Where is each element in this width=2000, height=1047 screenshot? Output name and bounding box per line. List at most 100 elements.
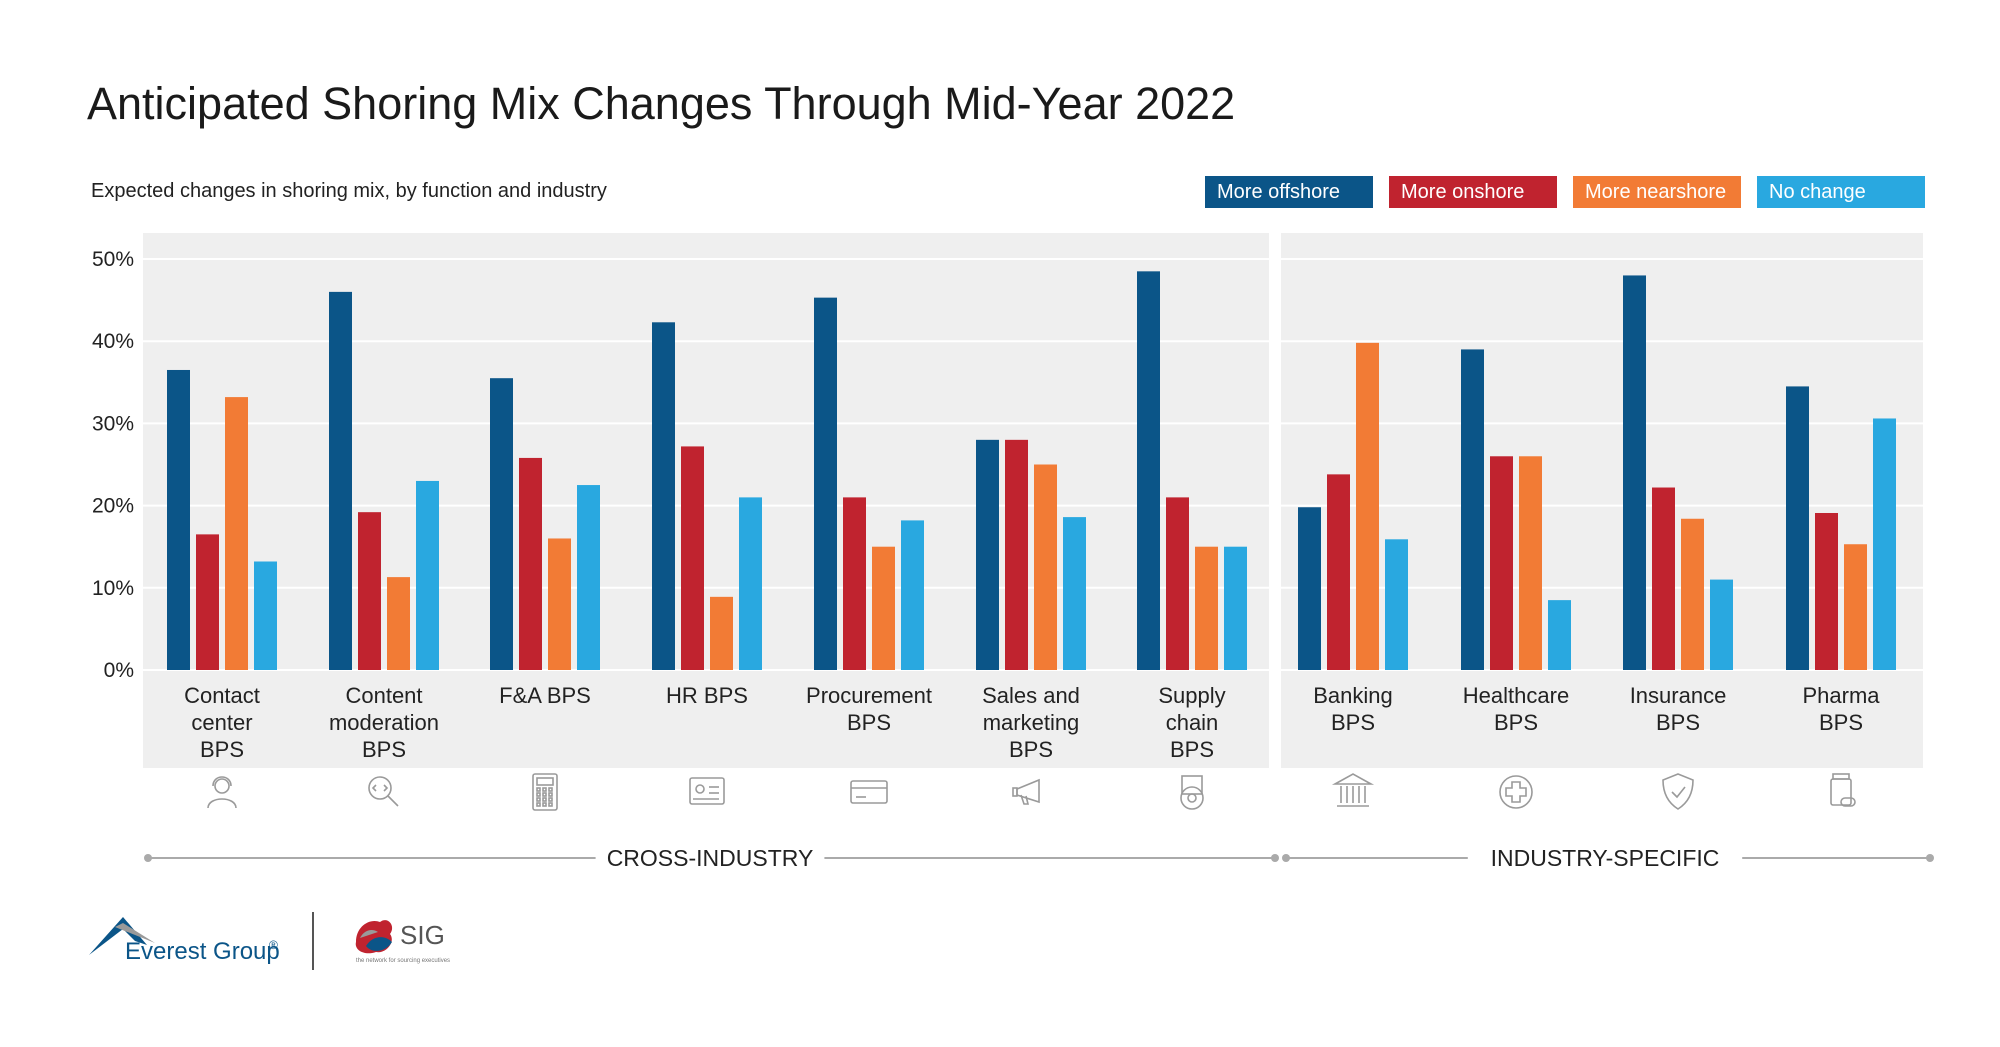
headset-person-icon <box>207 776 237 809</box>
category-label-line: BPS <box>1331 710 1375 735</box>
bar <box>1844 544 1867 670</box>
group-line-dot <box>1282 854 1290 862</box>
bar <box>1166 497 1189 670</box>
bar <box>872 546 895 670</box>
bar <box>1461 349 1484 670</box>
code-magnifier-icon <box>368 776 399 807</box>
category-label-line: Procurement <box>806 683 932 708</box>
y-tick-label: 40% <box>92 330 134 353</box>
bar <box>1195 546 1218 670</box>
category-label-line: Supply <box>1158 683 1225 708</box>
bar <box>814 297 837 670</box>
bar <box>416 480 439 670</box>
category-label: Contact center BPS <box>184 683 260 762</box>
category-label-line: marketing <box>983 710 1080 735</box>
bar <box>225 397 248 670</box>
bar <box>519 457 542 670</box>
bar <box>1786 386 1809 670</box>
y-tick-label: 10% <box>92 577 134 600</box>
logo-divider <box>312 912 314 970</box>
category-label: Pharma BPS <box>1802 683 1880 735</box>
credit-card-icon <box>850 780 888 804</box>
category-label-line: BPS <box>1494 710 1538 735</box>
bar <box>710 596 733 670</box>
category-label-line: BPS <box>1656 710 1700 735</box>
bar <box>976 439 999 670</box>
category-label-line: Insurance <box>1630 683 1727 708</box>
bar <box>167 369 190 670</box>
category-label: Content moderation BPS <box>329 683 439 762</box>
medical-cross-icon <box>1499 775 1533 809</box>
chart-subtitle: Expected changes in shoring mix, by func… <box>91 180 607 202</box>
bar <box>739 497 762 670</box>
bar <box>1034 464 1057 670</box>
category-label: F&A BPS <box>499 683 591 708</box>
group-line-dot <box>144 854 152 862</box>
bar <box>1710 579 1733 670</box>
bar <box>1005 439 1028 670</box>
category-label-line: Content <box>345 683 422 708</box>
bar <box>901 520 924 670</box>
bar <box>548 538 571 670</box>
category-label-line: Pharma <box>1802 683 1880 708</box>
bar <box>387 577 410 670</box>
id-card-icon <box>689 777 725 805</box>
calculator-icon <box>532 773 558 811</box>
legend-item-offshore: More offshore <box>1205 176 1373 208</box>
category-label: Healthcare BPS <box>1463 683 1569 735</box>
bar <box>358 512 381 670</box>
bar <box>577 485 600 670</box>
sig-logo: SIG the network for sourcing executives <box>355 920 450 964</box>
bar <box>652 322 675 670</box>
megaphone-icon <box>1012 778 1040 805</box>
category-label-line: HR BPS <box>666 683 748 708</box>
bar <box>1063 517 1086 670</box>
bar <box>1623 275 1646 670</box>
category-label-line: Contact <box>184 683 260 708</box>
legend: More offshore More onshore More nearshor… <box>1205 176 1925 208</box>
group-line-dot <box>1926 854 1934 862</box>
bar <box>1519 456 1542 670</box>
bar <box>1681 518 1704 670</box>
chart-panel <box>1281 233 1923 768</box>
bar <box>196 534 219 670</box>
category-label-line: Healthcare <box>1463 683 1569 708</box>
bar <box>1652 487 1675 670</box>
bar <box>681 446 704 670</box>
bar <box>1385 539 1408 670</box>
category-label-line: F&A BPS <box>499 683 591 708</box>
bar <box>1356 342 1379 670</box>
bar <box>490 378 513 670</box>
legend-item-nearshore: More nearshore <box>1573 176 1741 208</box>
category-label: Insurance BPS <box>1630 683 1727 735</box>
bank-icon <box>1331 773 1375 807</box>
group-line-dot <box>1271 854 1279 862</box>
category-label-line: BPS <box>847 710 891 735</box>
pill-bottle-icon <box>1830 773 1856 807</box>
bar <box>1548 600 1571 670</box>
category-label-line: center <box>191 710 252 735</box>
bar <box>254 561 277 670</box>
bar <box>1137 271 1160 670</box>
group-label: INDUSTRY-SPECIFIC <box>1491 845 1720 871</box>
everest-logo-mark: ® <box>269 938 278 952</box>
category-label: Procurement BPS <box>806 683 932 735</box>
box-gear-icon <box>1180 775 1204 810</box>
everest-group-logo: Everest Group ® <box>89 917 280 965</box>
y-tick-label: 20% <box>92 495 134 518</box>
sig-logo-text: SIG <box>400 920 445 950</box>
bar <box>1873 418 1896 670</box>
category-label-line: BPS <box>1819 710 1863 735</box>
chart-title: Anticipated Shoring Mix Changes Through … <box>87 78 1236 129</box>
bar <box>1327 474 1350 670</box>
category-label: Sales and marketing BPS <box>982 683 1080 762</box>
category-label-line: moderation <box>329 710 439 735</box>
y-tick-label: 50% <box>92 248 134 271</box>
group-label: CROSS-INDUSTRY <box>607 845 814 871</box>
y-tick-label: 30% <box>92 412 134 435</box>
category-label-line: BPS <box>200 737 244 762</box>
category-label-line: BPS <box>362 737 406 762</box>
bar <box>1490 456 1513 670</box>
category-label-line: Sales and <box>982 683 1080 708</box>
